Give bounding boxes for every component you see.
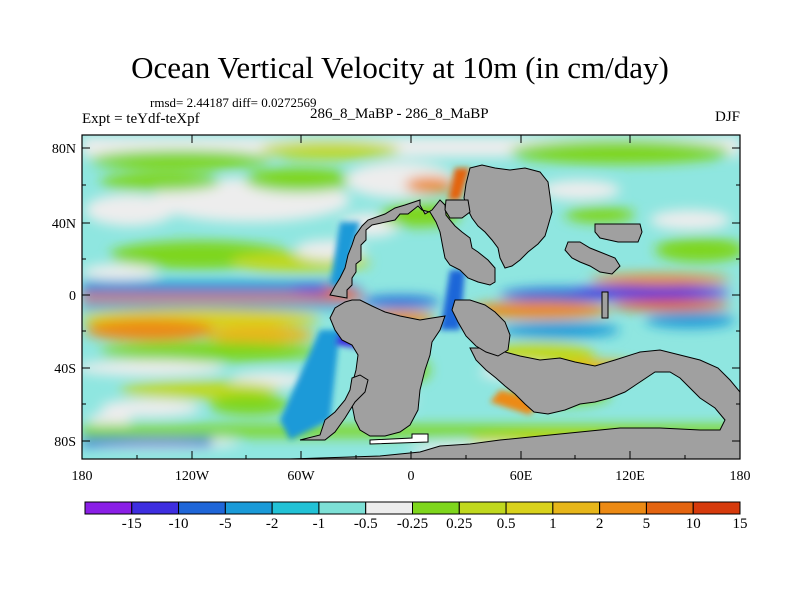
colorbar-box: [365, 501, 414, 515]
colorbar-label: -10: [168, 516, 189, 532]
colorbar-label: 10: [685, 516, 701, 532]
lon-label-120e: 120E: [615, 469, 645, 484]
colorbar-box: [84, 501, 133, 515]
colorbar-box: [645, 501, 694, 515]
colorbar-box: [131, 501, 180, 515]
land-laurasia: [463, 164, 553, 269]
lon-tick-marks: [81, 135, 741, 459]
land-antarctica-peninsula: [299, 374, 369, 441]
season-label: DJF: [714, 109, 740, 125]
colorbar-box: [599, 501, 647, 515]
colorbar-label: 5: [642, 516, 651, 532]
lon-label-0: 0: [408, 469, 415, 484]
colorbar-label: -0.25: [396, 516, 429, 532]
land-asia-east: [564, 241, 621, 275]
colorbar-label: 0.25: [446, 516, 473, 532]
colorbar-box: [224, 501, 273, 515]
colorbar-box: [178, 501, 226, 515]
colorbar-box: [318, 501, 367, 515]
land-layer: [82, 164, 740, 459]
lat-label-80n: 80N: [52, 142, 76, 157]
colorbar-label: -1: [312, 516, 326, 532]
land-gondwana-east: [82, 347, 740, 459]
colorbar-label: 1: [549, 516, 557, 532]
lat-label-80s: 80S: [54, 435, 76, 450]
field-layer: [82, 135, 740, 459]
rmsd-diff-stats: rmsd= 2.44187 diff= 0.0272569: [150, 95, 317, 110]
map-title: Ocean Vertical Velocity at 10m (in cm/da…: [131, 50, 669, 85]
colorbar-label: -2: [265, 516, 279, 532]
lon-label-60w: 60W: [287, 469, 315, 484]
colorbar-box: [412, 501, 460, 515]
lon-label-60e: 60E: [510, 469, 533, 484]
land-asia-block: [594, 223, 643, 243]
antarctic-ice-edge: [369, 433, 429, 445]
land-island: [601, 291, 609, 319]
lat-label-40n: 40N: [52, 217, 76, 232]
colorbar-label: -5: [219, 516, 232, 532]
colorbar-label: -15: [121, 516, 142, 532]
lat-tick-marks: [82, 147, 740, 442]
lon-label-120w: 120W: [175, 469, 210, 484]
colorbar-label: -0.5: [353, 516, 378, 532]
lat-label-40s: 40S: [54, 362, 76, 377]
lat-label-0: 0: [69, 289, 76, 304]
land-south-america: [329, 299, 446, 437]
colorbar: [84, 501, 741, 515]
colorbar-box: [552, 501, 601, 515]
experiment-names: 286_8_MaBP - 286_8_MaBP: [310, 106, 489, 122]
land-americas: [329, 199, 496, 299]
land-greenland-block: [444, 199, 471, 219]
colorbar-label: 0.5: [496, 516, 516, 532]
colorbar-label: 2: [595, 516, 604, 532]
colorbar-label: 15: [732, 516, 748, 532]
colorbar-box: [458, 501, 507, 515]
land-east-africa: [451, 299, 511, 357]
colorbar-box: [271, 501, 320, 515]
experiment-label: Expt = teYdf-teXpf: [82, 111, 200, 127]
colorbar-box: [505, 501, 554, 515]
lon-label-180e: 180: [730, 469, 751, 484]
lon-label-180w: 180: [72, 469, 93, 484]
colorbar-box: [692, 501, 741, 515]
